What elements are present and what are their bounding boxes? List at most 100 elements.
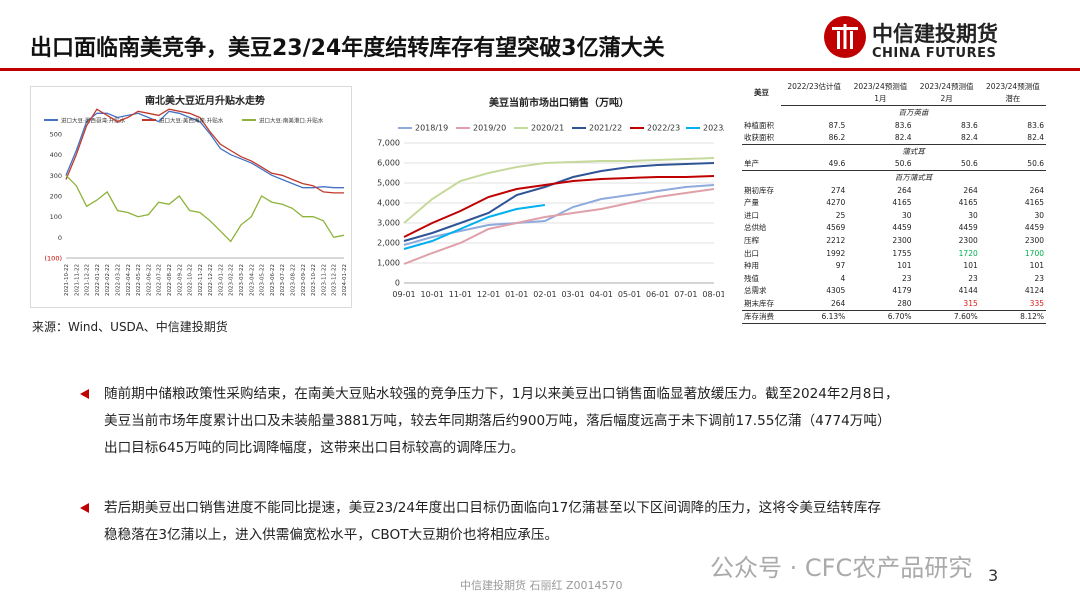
slide-title: 出口面临南美竞争，美豆23/24年度结转库存有望突破3亿蒲大关: [30, 36, 665, 61]
table-cell: 4144: [958, 286, 978, 296]
table-cell: 97: [835, 261, 846, 271]
y-tick-label: 400: [50, 151, 62, 159]
x-tick-label: 2022-06-22: [146, 264, 152, 296]
table-cell: 280: [847, 297, 914, 311]
table-cell: 335: [979, 297, 1046, 311]
table-row: 总需求 4305 4179 4144 4124: [742, 285, 1046, 298]
table-row: 单产 49.6 50.6 50.6 50.6: [742, 157, 1046, 172]
x-tick-label: 2023-09-22: [301, 264, 307, 296]
table-cell: 种用: [744, 261, 759, 271]
logo-text-en: CHINA FUTURES: [872, 46, 997, 61]
header-cell: 潜在: [979, 92, 1046, 107]
chart: 美豆当前市场出口销售（万吨） 0 1,000 2,000 3,000 4,000 5,000…: [377, 96, 724, 299]
chart-frame: [30, 86, 352, 308]
table-row: 百万蒲式耳: [742, 171, 1046, 184]
table-cell: 264: [781, 297, 848, 311]
legend-label: 2018/19: [415, 124, 448, 133]
x-tick-label: 2021-12-22: [85, 264, 91, 296]
table-cell: 单产: [742, 157, 782, 172]
x-tick-label: 2023-11-22: [321, 264, 327, 296]
series-line: [65, 174, 345, 243]
table-cell: 30: [968, 210, 978, 220]
table-cell: 4459: [892, 223, 912, 233]
header-cell: 2月: [913, 92, 980, 107]
table-cell: 总供给: [744, 223, 767, 233]
header-cell: 2023/24预测值: [853, 81, 908, 91]
table-cell: 4165: [892, 198, 912, 208]
x-tick-label: 2022-10-22: [188, 264, 194, 296]
table-cell: 274: [830, 185, 846, 195]
x-tick-label: 2023-07-22: [280, 264, 286, 296]
header-cell: 2022/23估计值: [787, 81, 841, 91]
x-tick-label: 03-01: [561, 290, 584, 299]
table-cell: 4305: [826, 286, 846, 296]
x-tick-label: 2022-12-22: [208, 264, 214, 296]
header-cell: 1月: [847, 92, 914, 107]
y-tick-label: 0: [58, 234, 62, 242]
x-tick-label: 04-01: [590, 290, 613, 299]
table-row: 期初库存 274 264 264 264: [742, 184, 1046, 197]
y-tick-label: 300: [50, 172, 62, 180]
table-cell: 87.5: [828, 120, 846, 130]
table-row: 压榨 2212 2300 2300 2300: [742, 234, 1046, 247]
table-row: 种植面积 87.5 83.6 83.6 83.6: [742, 119, 1046, 132]
logo-emblem: [824, 16, 866, 58]
emblem-bar: [850, 31, 853, 49]
table-cell: 7.60%: [913, 310, 980, 325]
x-tick-label: 2022-03-22: [115, 264, 121, 296]
table-cell: 4165: [958, 198, 978, 208]
header-cell: 2023/24预测值: [986, 81, 1040, 91]
unit-cell: 蒲式耳: [902, 146, 925, 156]
watermark: 公众号 · CFC农产品研究: [710, 554, 973, 582]
x-tick-label: 2024-01-22: [342, 264, 348, 296]
legend-label: 进口大豆:美西海岸:升贴水: [159, 117, 224, 125]
table-cell: 4179: [892, 286, 912, 296]
x-tick-label: 2022-07-22: [157, 264, 163, 296]
table-cell: 23: [968, 273, 978, 283]
table-cell: 4270: [826, 198, 846, 208]
y-tick-label: 6,000: [377, 159, 400, 168]
table-cell: 82.4: [913, 131, 980, 145]
table-cell: 2300: [1024, 235, 1044, 245]
table-row: 百万英亩: [742, 106, 1046, 119]
table-cell: 6.70%: [847, 310, 914, 325]
table-row: 收获面积 86.2 82.4 82.4 82.4: [742, 131, 1046, 145]
table-row: 期末库存 264 280 315 335: [742, 297, 1046, 311]
y-tick-label: 7,000: [377, 139, 400, 148]
series-line: [65, 110, 344, 189]
source-note: 来源：Wind、USDA、中信建投期货: [32, 320, 228, 334]
series-line: [403, 157, 715, 224]
table-cell: 83.6: [894, 120, 912, 130]
x-tick-label: 2023-10-22: [311, 264, 317, 296]
series-line: [403, 204, 546, 250]
table-cell: 期末库存: [742, 297, 782, 311]
table-cell: 30: [901, 210, 912, 220]
chart: 南北美大豆近月升贴水走势 (100) 0 100 200 300 400 500 2021-10…: [30, 86, 352, 308]
legend-label: 进口大豆:南美港口:升贴水: [259, 117, 324, 125]
x-tick-label: 2023-04-22: [249, 264, 255, 296]
table-cell: 4165: [1024, 198, 1044, 208]
table-cell: 50.6: [847, 157, 914, 172]
table-cell: 315: [913, 297, 980, 311]
table-cell: 压榨: [744, 235, 759, 245]
table-cell: 86.2: [781, 131, 848, 145]
y-tick-label: 0: [395, 279, 400, 288]
bullet-marker: [80, 503, 89, 513]
table-cell: 101: [897, 261, 912, 271]
table-cell: 23: [901, 273, 912, 283]
series-line: [65, 108, 344, 194]
series-line: [403, 175, 715, 238]
emblem-bar: [843, 24, 847, 49]
table-cell: 30: [1034, 210, 1044, 220]
x-tick-label: 01-01: [505, 290, 528, 299]
logo-text: 中信建投期货: [872, 22, 998, 46]
x-tick-label: 2023-01-22: [218, 264, 224, 296]
table-row: 残值 4 23 23 23: [742, 272, 1046, 285]
series-line: [403, 162, 715, 242]
x-tick-label: 12-01: [477, 290, 500, 299]
x-tick-label: 06-01: [646, 290, 669, 299]
table-cell: 264: [963, 185, 978, 195]
header-row: 1月 2月 潜在: [742, 92, 1046, 107]
chart-title: 美豆当前市场出口销售（万吨）: [489, 96, 629, 109]
